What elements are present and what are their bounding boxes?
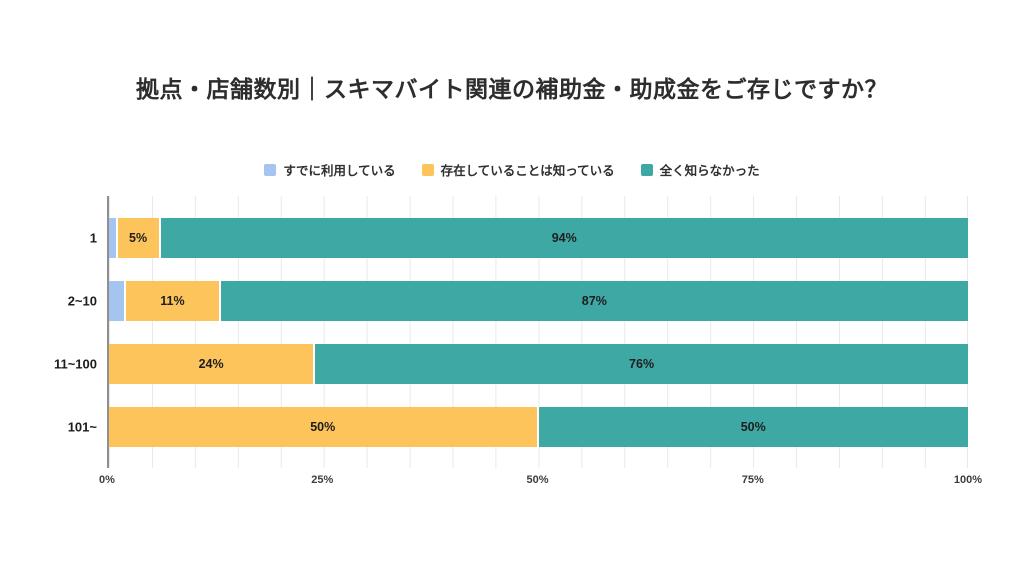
category-label: 11~100: [53, 356, 97, 371]
bar-segment: [109, 280, 127, 321]
bar-segment: 5%: [117, 217, 161, 258]
bar-segment: [109, 217, 118, 258]
stacked-bar: 11% 87%: [109, 280, 968, 321]
legend-swatch-icon: [640, 163, 653, 176]
legend-item: すでに利用している: [264, 160, 396, 179]
bar-segment: 50%: [538, 406, 968, 447]
x-axis: 0% 25% 50% 75% 100%: [99, 474, 982, 488]
category-label: 2~10: [67, 293, 97, 308]
bar-segment: 76%: [315, 343, 968, 384]
x-axis-tick-label: 75%: [741, 474, 764, 486]
bar-row: 1 5% 94%: [90, 206, 968, 269]
legend-swatch-icon: [264, 163, 277, 176]
chart-title: 拠点・店舗数別｜スキマバイト関連の補助金・助成金をご存じですか？: [136, 76, 888, 102]
bar-segment: 24%: [109, 343, 316, 384]
bar-segment: 87%: [220, 280, 968, 321]
legend-item-label: 存在していることは知っている: [440, 164, 615, 178]
bar-row: 2~10 11% 87%: [68, 269, 968, 332]
x-axis-tick-label: 0%: [99, 474, 115, 486]
plot-area: 1 5% 94% 2~10 11% 87% 11~100 24% 76% 101~ 50% 50%: [54, 196, 968, 468]
legend-swatch-icon: [421, 163, 434, 176]
bar-segment: 50%: [109, 406, 539, 447]
legend-item: 全く知らなかった: [640, 160, 760, 179]
bar-segment: 11%: [126, 280, 221, 321]
bar-row: 11~100 24% 76%: [54, 332, 968, 395]
bar-row: 101~ 50% 50%: [68, 395, 968, 458]
category-label: 1: [89, 230, 97, 245]
legend-item-label: 全く知らなかった: [659, 164, 760, 178]
x-axis-tick-label: 50%: [526, 474, 549, 486]
bar-rows: 1 5% 94% 2~10 11% 87% 11~100 24% 76% 101~ 50% 50%: [54, 206, 968, 458]
stacked-bar: 24% 76%: [109, 343, 968, 384]
legend-item: 存在していることは知っている: [421, 160, 615, 179]
legend-item-label: すでに利用している: [283, 164, 396, 178]
stacked-bar: 50% 50%: [109, 406, 968, 447]
chart-legend: すでに利用している 存在していることは知っている 全く知らなかった: [0, 160, 1024, 179]
bar-segment: 94%: [160, 217, 968, 258]
x-axis-tick-label: 100%: [953, 474, 983, 486]
stacked-bar: 5% 94%: [109, 217, 968, 258]
category-label: 101~: [67, 419, 97, 434]
x-axis-tick-label: 25%: [311, 474, 334, 486]
